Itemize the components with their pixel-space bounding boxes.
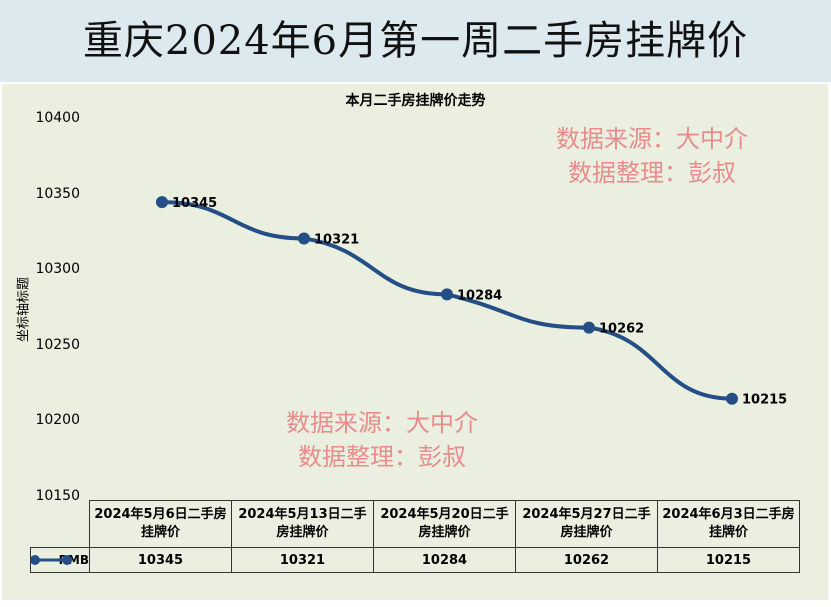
data-point: [583, 321, 595, 334]
table-header: 2024年5月13日二手房挂牌价: [231, 500, 374, 548]
watermark-bottom: 数据来源：大中介 数据整理：彭叔: [262, 406, 502, 474]
data-table: 2024年5月6日二手房挂牌价 2024年5月13日二手房挂牌价 2024年5月…: [30, 500, 800, 573]
table-corner: [31, 501, 90, 548]
data-label: 10215: [742, 393, 787, 408]
table-cell: 10215: [657, 547, 800, 573]
y-tick-label: 10150: [35, 488, 80, 504]
table-cell: 10262: [515, 547, 658, 573]
data-point: [441, 288, 453, 301]
legend-line-icon: [31, 555, 72, 565]
watermark-line2: 数据整理：彭叔: [568, 159, 736, 187]
data-label: 10262: [599, 322, 644, 337]
table-header: 2024年6月3日二手房挂牌价: [657, 500, 800, 548]
y-tick-label: 10350: [35, 185, 80, 202]
legend-key: RMB: [30, 547, 90, 573]
watermark-line1: 数据来源：大中介: [556, 125, 748, 153]
table-header: 2024年5月6日二手房挂牌价: [89, 500, 232, 548]
table-cell: 10321: [231, 547, 374, 573]
y-tick-label: 10400: [35, 110, 80, 126]
table-header: 2024年5月20日二手房挂牌价: [373, 500, 516, 548]
page-title: 重庆2024年6月第一周二手房挂牌价: [82, 18, 749, 64]
table-header: 2024年5月27日二手房挂牌价: [515, 500, 658, 548]
watermark-line1: 数据来源：大中介: [286, 409, 478, 437]
watermark-top: 数据来源：大中介 数据整理：彭叔: [532, 122, 772, 190]
table-cell: 10284: [373, 547, 516, 573]
data-point: [298, 232, 310, 245]
table-cell: 10345: [89, 547, 232, 573]
watermark-line2: 数据整理：彭叔: [298, 443, 466, 471]
data-point: [156, 196, 168, 209]
data-label: 10321: [314, 232, 359, 247]
y-tick-label: 10250: [35, 336, 80, 353]
data-label: 10284: [457, 288, 502, 303]
data-label: 10345: [172, 196, 217, 211]
y-tick-label: 10200: [35, 412, 80, 429]
title-banner: [0, 0, 831, 82]
y-tick-label: 10300: [35, 261, 80, 278]
data-point: [726, 392, 738, 405]
series-line: [161, 200, 733, 401]
chart-title: 本月二手房挂牌价走势: [345, 93, 486, 109]
